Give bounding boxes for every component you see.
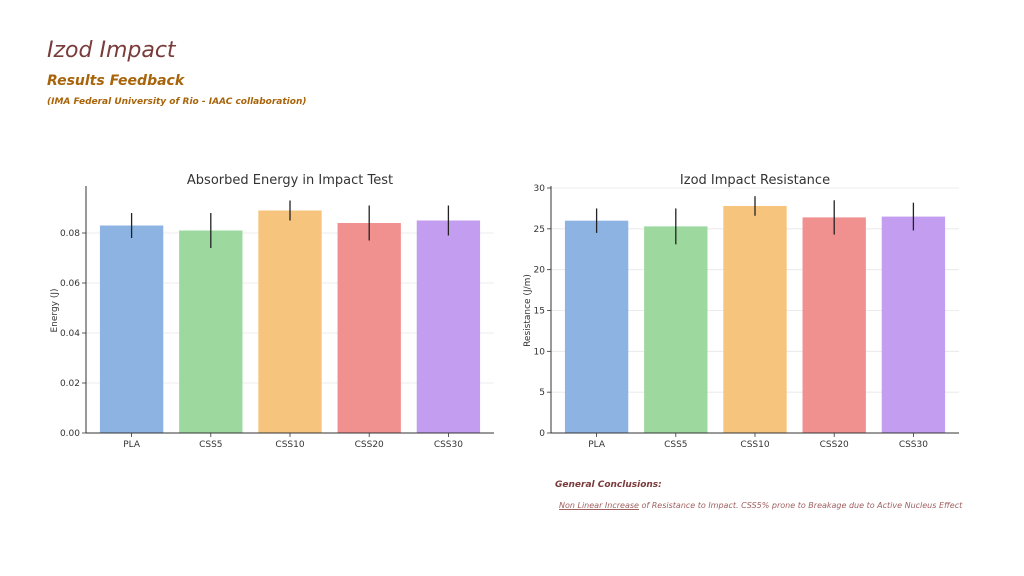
conclusions-heading: General Conclusions: xyxy=(555,480,662,490)
bar-css10 xyxy=(258,210,322,433)
x-tick-label-css20: CSS20 xyxy=(355,440,384,450)
chart-title: Absorbed Energy in Impact Test xyxy=(187,173,393,188)
bar-css20 xyxy=(802,217,866,433)
bar-css20 xyxy=(337,223,401,433)
bar-css5 xyxy=(179,230,243,433)
x-tick-label-pla: PLA xyxy=(123,440,141,450)
bar-pla xyxy=(99,225,164,433)
x-tick-label-css5: CSS5 xyxy=(199,440,222,450)
x-tick-label-css10: CSS10 xyxy=(740,440,769,450)
page-title: Izod Impact xyxy=(47,38,176,63)
conclusions-text: Non Linear Increase of Resistance to Imp… xyxy=(559,501,962,510)
x-tick-label-pla: PLA xyxy=(588,440,606,450)
x-tick-label-css20: CSS20 xyxy=(820,440,849,450)
chart-svg: 0 5 10 15 20 25 30 PLA CSS5 CSS10 CSS20 CSS30 Izod I… xyxy=(523,173,959,450)
resistance-chart: 0 5 10 15 20 25 30 PLA CSS5 CSS10 CSS20 CSS30 Izod I… xyxy=(505,165,975,455)
y-tick-label: 15 xyxy=(534,307,545,317)
energy-chart: 0.00 0.02 0.04 0.06 0.08 PLA CSS5 CSS10 CSS20 CSS… xyxy=(40,165,510,455)
y-tick-label: 5 xyxy=(539,388,545,398)
conclusions-rest: of Resistance to Impact. CSS5% prone to … xyxy=(638,501,963,510)
conclusions-highlight: Non Linear Increase xyxy=(559,501,639,510)
y-tick-label: 0 xyxy=(539,429,545,439)
y-axis-label: Energy (J) xyxy=(50,288,60,332)
x-tick-label-css5: CSS5 xyxy=(664,440,687,450)
y-tick-label: 0.06 xyxy=(60,279,80,289)
bar-css10 xyxy=(723,205,787,433)
bar-css5 xyxy=(644,226,708,433)
bar-pla xyxy=(564,220,629,433)
y-tick-label: 25 xyxy=(534,225,545,235)
chart-svg: 0.00 0.02 0.04 0.06 0.08 PLA CSS5 CSS10 CSS20 CSS… xyxy=(50,173,494,450)
x-tick-label-css10: CSS10 xyxy=(275,440,304,450)
y-axis-label: Resistance (J/m) xyxy=(523,274,533,347)
bar-css30 xyxy=(881,216,946,433)
y-tick-label: 0.00 xyxy=(60,429,80,439)
y-tick-label: 0.04 xyxy=(60,329,80,339)
y-tick-label: 0.02 xyxy=(60,379,80,389)
y-tick-label: 20 xyxy=(534,266,546,276)
y-tick-label: 30 xyxy=(534,184,546,194)
y-tick-label: 0.08 xyxy=(60,229,80,239)
y-tick-label: 10 xyxy=(534,347,546,357)
x-tick-label-css30: CSS30 xyxy=(899,440,928,450)
collaboration-note: (IMA Federal University of Rio - IAAC co… xyxy=(47,97,307,107)
x-tick-label-css30: CSS30 xyxy=(434,440,463,450)
bar-css30 xyxy=(416,220,481,433)
chart-title: Izod Impact Resistance xyxy=(680,173,830,188)
page-subtitle: Results Feedback xyxy=(47,73,185,89)
